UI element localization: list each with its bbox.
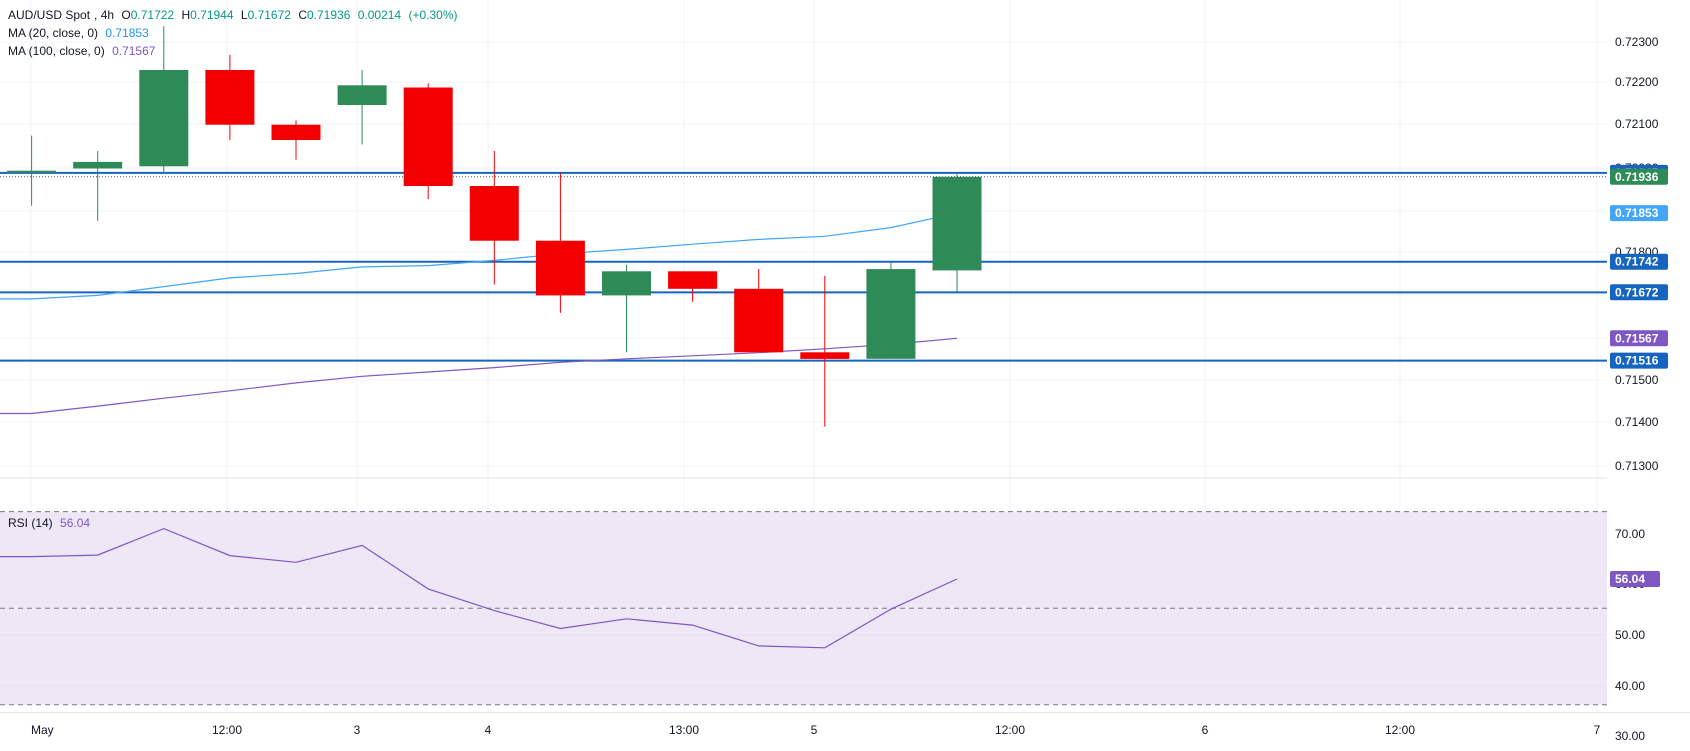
legend-ma20-label: MA (20, close, 0) [8, 26, 99, 40]
time-tick-label: 6 [1202, 723, 1209, 737]
rsi-tick-label: 30.00 [1615, 729, 1645, 743]
legend-ma100-value: 0.71567 [112, 44, 156, 58]
candle-body[interactable] [403, 87, 453, 187]
time-tick-label: May [31, 723, 54, 737]
time-tick-label: 12:00 [995, 723, 1025, 737]
legend-close-value: 0.71936 [306, 8, 351, 22]
legend-change-pct: (+0.30%) [408, 8, 458, 22]
price-pane[interactable] [0, 0, 1607, 477]
time-tick-label: 4 [485, 723, 492, 737]
candle-body[interactable] [734, 288, 784, 353]
rsi-tick-label: 40.00 [1615, 679, 1645, 693]
time-tick-label: 12:00 [1385, 723, 1415, 737]
legend-open-value: 0.71722 [130, 8, 175, 22]
time-tick-label: 7 [1594, 723, 1601, 737]
price-badge-label: 0.71516 [1615, 354, 1659, 368]
price-badge-label: 0.71853 [1615, 206, 1659, 220]
ma100-line[interactable] [0, 337, 958, 415]
price-tick-label: 0.72300 [1615, 35, 1659, 49]
candle-body[interactable] [139, 70, 189, 167]
legend-rsi-label: RSI (14) [8, 516, 53, 530]
legend-low-label: L [240, 8, 248, 22]
candle-body[interactable] [73, 161, 123, 169]
price-tick-label: 0.71400 [1615, 415, 1659, 429]
legend-low-value: 0.71672 [247, 8, 291, 22]
time-tick-label: 13:00 [669, 723, 699, 737]
legend-timeframe: 4h [100, 8, 115, 22]
price-badge-line [1610, 253, 1668, 270]
price-badge-ma100 [1610, 330, 1668, 347]
price-badge-label: 0.71567 [1615, 331, 1659, 345]
candle-body[interactable] [205, 70, 255, 125]
legend-high-value: 0.71944 [190, 8, 234, 22]
legend-ma20: MA (20, close, 0) 0.71853 [8, 26, 153, 40]
price-badge-label: 0.71672 [1615, 285, 1659, 299]
candle-body[interactable] [800, 352, 850, 359]
candle-body[interactable] [535, 240, 585, 296]
legend-symbol: AUD/USD Spot [8, 8, 91, 22]
price-tick-label: 0.71500 [1615, 373, 1659, 387]
rsi-current-label: 56.04 [1615, 572, 1645, 586]
price-badge-line [1610, 352, 1668, 369]
candle-body[interactable] [271, 124, 321, 140]
time-tick-label: 3 [354, 723, 361, 737]
time-tick-label: 12:00 [212, 723, 242, 737]
candle-body[interactable] [337, 85, 387, 105]
candle-body[interactable] [602, 271, 651, 296]
price-badge-close [1610, 168, 1668, 185]
price-tick-label: 0.72100 [1615, 117, 1659, 131]
rsi-line[interactable] [0, 527, 958, 649]
candle-body[interactable] [469, 186, 519, 241]
candle-body[interactable] [7, 170, 57, 173]
price-tick-label: 0.72200 [1615, 75, 1659, 89]
legend-ohlc: AUD/USD Spot, 4h O0.71722 H0.71944 L0.71… [8, 8, 458, 22]
legend-change: 0.00214 [357, 8, 402, 22]
legend-rsi-value: 56.04 [60, 516, 91, 530]
candle-body[interactable] [668, 271, 718, 289]
price-badge-line [1610, 284, 1668, 301]
candle-body[interactable] [866, 269, 916, 359]
price-axis[interactable] [1607, 0, 1690, 746]
legend-close-label: C [298, 8, 307, 22]
price-tick-label: 0.71300 [1615, 459, 1659, 473]
ma20-line[interactable] [0, 212, 958, 300]
legend-rsi: RSI (14) 56.04 [8, 516, 94, 530]
legend-open-label: O [121, 8, 131, 22]
legend-high-label: H [181, 8, 191, 22]
time-tick-label: 5 [811, 723, 818, 737]
price-badge-ma20 [1610, 205, 1668, 222]
legend-ma100: MA (100, close, 0) 0.71567 [8, 44, 159, 58]
candle-body[interactable] [932, 176, 982, 271]
rsi-tick-label: 70.00 [1615, 527, 1645, 541]
rsi-tick-label: 50.00 [1615, 628, 1645, 642]
price-badge-label: 0.71936 [1615, 170, 1659, 184]
legend-ma20-value: 0.71853 [105, 26, 149, 40]
rsi-current-badge [1610, 571, 1660, 587]
legend-ma100-label: MA (100, close, 0) [8, 44, 105, 58]
price-badge-label: 0.71742 [1615, 255, 1659, 269]
